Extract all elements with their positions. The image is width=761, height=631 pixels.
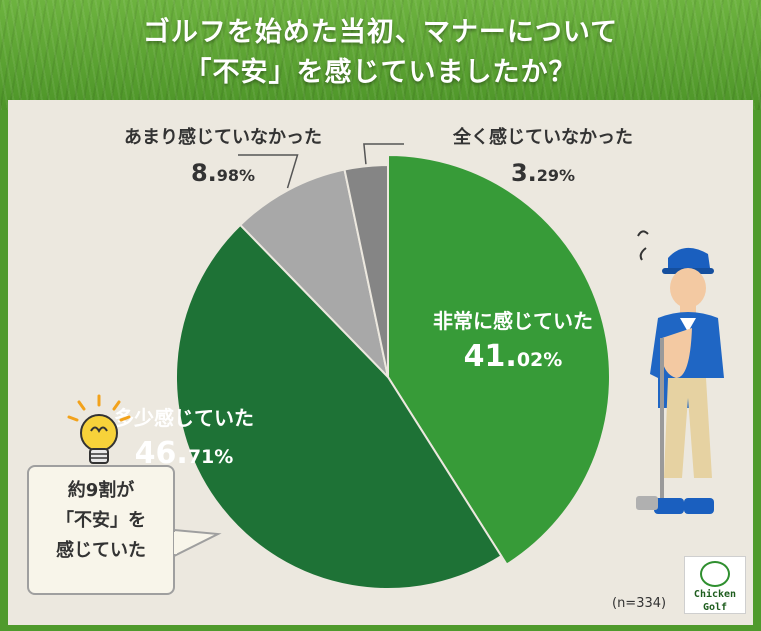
slice-label-group-1: 非常に感じていた 41.02% — [433, 309, 593, 374]
chicken-golf-logo: Chicken Golf — [684, 556, 746, 614]
grass-header-background — [0, 0, 761, 110]
summary-callout: 約9割が 「不安」を 感じていた — [27, 465, 175, 595]
slice-label: あまり感じていなかった — [124, 126, 322, 148]
slice-label-group-4: 全く感じていなかった 3.29% — [452, 126, 633, 187]
chart-title-line1: ゴルフを始めた当初、マナーについて — [142, 17, 619, 48]
person-thinking-icon — [628, 228, 728, 532]
leader-line-3 — [238, 154, 299, 189]
callout-line1: 約9割が — [67, 480, 135, 501]
pie-slice-2 — [175, 223, 503, 590]
callout-line3: 感じていた — [56, 540, 146, 561]
slice-label: 非常に感じていた — [433, 309, 593, 333]
pie-slice-4 — [343, 163, 389, 378]
pie-slice-3 — [238, 168, 390, 381]
callout-line2: 「不安」を — [56, 510, 146, 531]
slice-value: 41.02% — [464, 339, 563, 374]
slice-label: 全く感じていなかった — [452, 126, 633, 148]
slice-value: 8.98% — [191, 159, 255, 187]
slice-label: 多少感じていた — [114, 406, 254, 430]
slice-label-group-3: あまり感じていなかった 8.98% — [124, 126, 322, 187]
slice-value: 3.29% — [511, 159, 575, 187]
pie-slice-1 — [387, 153, 611, 566]
chart-panel: 非常に感じていた 41.02% 多少感じていた 46.71% あまり感じていなかった 8.… — [8, 100, 753, 625]
sample-size-note: (n=334) — [612, 596, 667, 611]
callout-tail — [174, 528, 222, 558]
chart-title-line2: 「不安」を感じていましたか？ — [184, 57, 577, 88]
leader-line-4 — [363, 143, 404, 165]
chicken-logo-icon — [700, 561, 730, 587]
lightbulb-icon — [66, 393, 132, 477]
